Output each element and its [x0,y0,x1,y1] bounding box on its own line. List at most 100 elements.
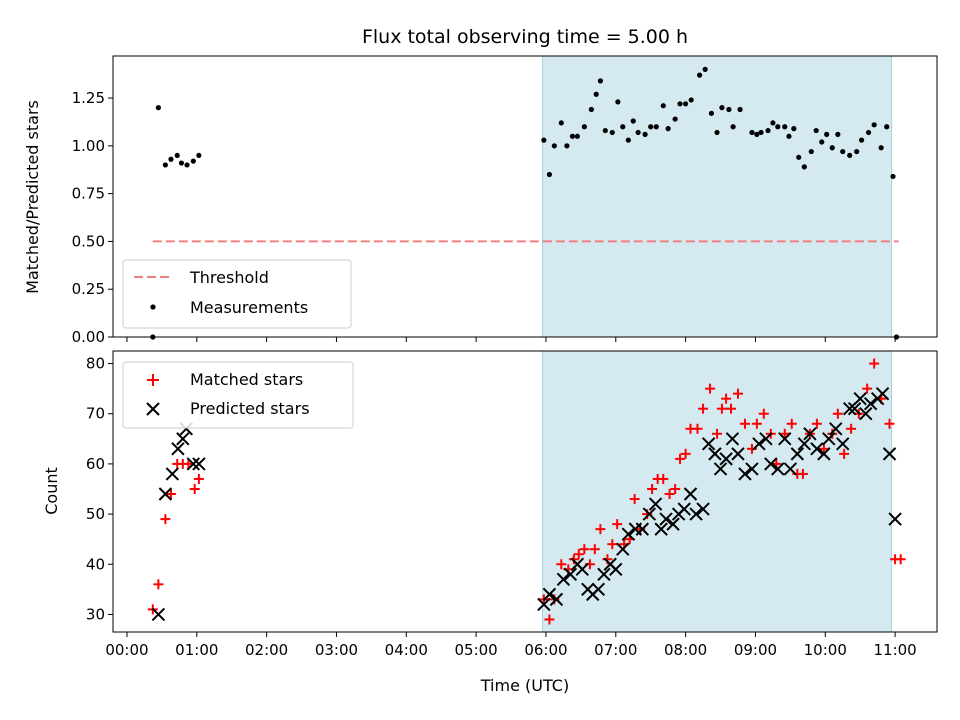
legend-measurements-swatch [150,304,156,310]
measurement-point-39 [714,129,720,136]
measurement-point-61 [840,148,846,155]
measurement-point-63 [854,148,860,155]
matched-point-14 [568,554,579,565]
bottom-y-tick-label: 60 [86,455,105,473]
matched-point-15 [573,549,584,560]
top-x-ticks [126,337,896,342]
measurement-point-7 [190,158,196,164]
legend-matched-label: Matched stars [190,370,303,389]
x-tick: 03:00 [315,632,358,659]
bottom-y-tick-label: 80 [86,355,105,373]
x-tick-label: 10:00 [804,641,847,659]
measurement-point-5 [178,160,185,166]
measurement-point-16 [581,124,587,130]
measurement-point-50 [782,124,788,130]
matched-point-2 [160,514,171,525]
predicted-point-20 [609,562,623,576]
predicted-point-40 [731,447,745,461]
predicted-point-7 [192,457,206,471]
predicted-point-11 [556,572,571,587]
predicted-point-28 [659,512,673,526]
predicted-point-25 [642,507,657,521]
predicted-point-65 [888,512,902,526]
matched-point-12 [556,559,567,570]
x-tick: 04:00 [385,632,428,659]
measurement-point-42 [730,124,736,130]
predicted-point-8 [537,597,551,612]
predicted-point-52 [810,442,824,456]
matched-point-60 [846,423,857,434]
x-tick: 08:00 [664,632,707,659]
x-tick-label: 06:00 [524,641,567,659]
predicted-point-48 [783,462,798,476]
x-tick: 10:00 [804,632,847,659]
matched-point-40 [716,403,727,414]
bottom-y-tick-label: 50 [86,505,105,523]
matched-point-51 [786,418,797,429]
measurement-point-51 [786,133,792,139]
predicted-point-55 [829,422,843,436]
measurement-point-13 [564,143,570,149]
top-panel: 0.00 0.25 0.50 0.75 1.00 1.25 Matched/Predict… [23,55,938,346]
predicted-point-50 [797,437,812,451]
bottom-y-tick-label: 30 [86,605,105,623]
measurement-point-55 [808,148,814,155]
predicted-point-36 [708,447,722,461]
measurement-point-60 [835,131,841,137]
measurement-point-54 [801,164,807,170]
top-y-tick-label: 0.50 [72,232,105,250]
matched-point-28 [647,483,658,494]
measurement-point-47 [765,127,771,134]
top-y-tick: 0.25 [72,280,113,298]
chart-title: Flux total observing time = 5.00 h [362,26,688,48]
matched-point-50 [779,428,790,439]
measurement-point-41 [726,106,732,113]
measurement-point-9 [541,137,547,143]
measurement-point-21 [609,129,615,136]
measurement-point-58 [824,131,830,137]
x-tick: 02:00 [245,632,288,659]
x-tick-label: 05:00 [455,641,498,659]
measurement-point-1 [155,105,161,111]
top-y-tick-label: 0.00 [72,328,105,346]
top-shaded-span [541,55,893,338]
measurement-point-25 [630,118,636,124]
x-tick: 07:00 [594,632,637,659]
measurement-point-20 [602,127,608,134]
bottom-axes-frame [112,350,938,633]
legend-predicted-label: Predicted stars [190,399,310,418]
bottom-x-axis: 00:00 01:00 02:00 03:00 04:00 05:00 06:00 07:00… [105,632,917,659]
matched-point-59 [839,448,850,459]
x-tick-label: 03:00 [315,641,358,659]
x-tick-label: 00:00 [105,641,148,659]
matched-point-32 [670,483,681,494]
matched-point-6 [183,458,194,469]
predicted-point-31 [677,502,691,516]
legend-predicted-swatch [146,402,160,416]
predicted-point-46 [771,462,785,476]
predicted-point-35 [701,437,716,451]
matched-point-8 [193,473,204,484]
measurement-point-30 [660,103,666,109]
predicted-point-4 [176,432,190,446]
bottom-y-label: Count [42,467,61,515]
measurement-point-64 [858,137,865,143]
measurement-point-28 [648,124,654,130]
measurement-point-49 [775,124,781,130]
matched-point-53 [797,468,808,479]
measurement-point-12 [558,120,564,126]
matched-point-37 [698,403,709,414]
measurement-point-22 [615,99,621,105]
predicted-point-37 [713,462,728,476]
bottom-legend: Matched stars Predicted stars [122,361,354,429]
measurement-point-27 [642,131,648,137]
predicted-point-51 [803,427,817,441]
bottom-y-axis: 30 40 50 60 70 80 [86,355,113,623]
matched-point-19 [595,524,606,535]
predicted-point-9 [542,587,557,602]
measurement-point-48 [770,120,776,126]
measurement-point-46 [758,129,764,136]
top-y-tick: 1.00 [72,137,113,155]
bottom-y-tick: 80 [86,355,113,373]
